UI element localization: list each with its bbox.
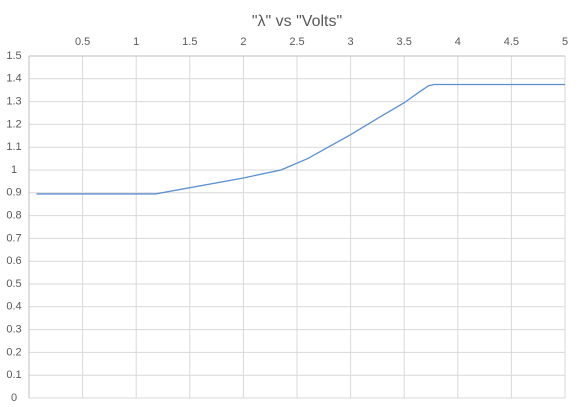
x-tick-label: 0.5 <box>75 36 90 48</box>
x-tick-label: 4.5 <box>504 36 519 48</box>
y-tick-label: 1.4 <box>6 73 21 85</box>
x-tick-label: 2.5 <box>289 36 304 48</box>
y-tick-label: 0.7 <box>6 232 21 244</box>
y-tick-label: 0.9 <box>6 187 21 199</box>
y-tick-label: 1.5 <box>6 50 21 62</box>
x-tick-label: 1 <box>133 36 139 48</box>
y-tick-label: 0.6 <box>6 255 21 267</box>
y-tick-label: 1.1 <box>6 141 21 153</box>
x-tick-label: 4 <box>455 36 461 48</box>
x-tick-label: 3 <box>348 36 354 48</box>
chart-title: "λ" vs "Volts" <box>252 13 342 30</box>
y-tick-label: 1.2 <box>6 118 21 130</box>
y-tick-label: 0.8 <box>6 210 21 222</box>
x-tick-label: 3.5 <box>397 36 412 48</box>
y-tick-label: 0.2 <box>6 346 21 358</box>
line <box>36 83 565 195</box>
y-tick-label: 1 <box>11 164 17 176</box>
x-tick-label: 2 <box>240 36 246 48</box>
y-tick-label: 0.5 <box>6 278 21 290</box>
y-tick-label: 0 <box>11 392 17 404</box>
y-tick-label: 1.3 <box>6 96 21 108</box>
x-tick-label: 5 <box>562 36 568 48</box>
x-tick-label: 1.5 <box>182 36 197 48</box>
y-tick-label: 0.4 <box>6 301 21 313</box>
y-tick-label: 0.3 <box>6 324 21 336</box>
y-tick-label: 0.1 <box>6 369 21 381</box>
